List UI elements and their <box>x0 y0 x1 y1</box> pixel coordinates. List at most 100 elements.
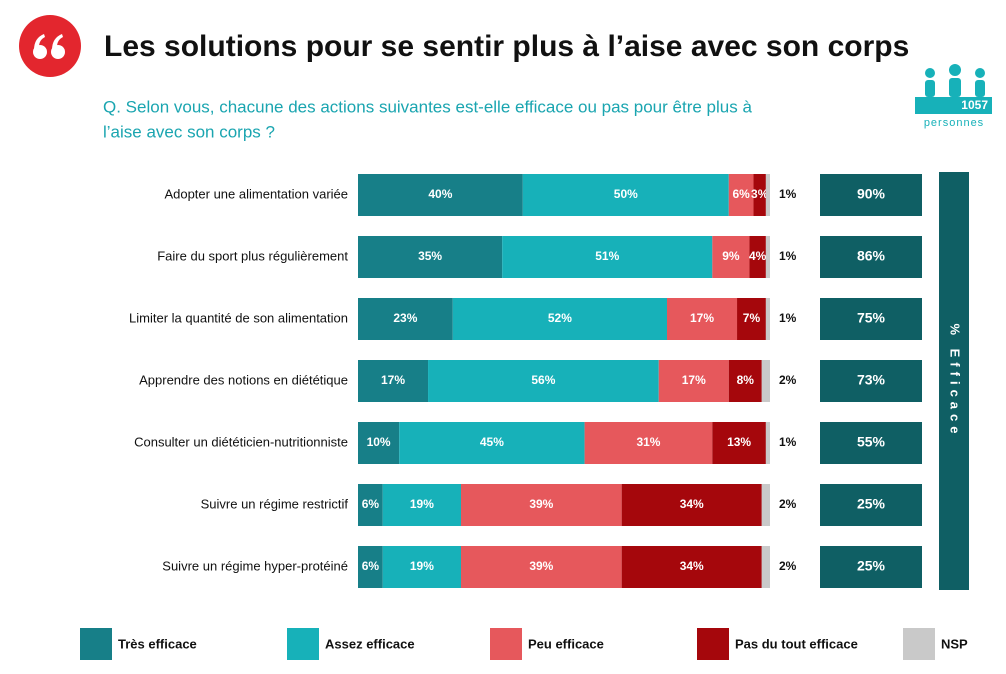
bar-segment <box>712 422 766 464</box>
value-label: 34% <box>680 497 704 511</box>
sample-label: personnes <box>924 117 984 129</box>
bar-segment <box>765 422 770 464</box>
bar-segment <box>765 236 770 278</box>
total-box <box>820 174 922 216</box>
value-label: 50% <box>614 187 638 201</box>
value-label: 8% <box>737 373 755 387</box>
bar-segment <box>428 360 659 402</box>
value-label: 23% <box>393 311 417 325</box>
legend-swatch <box>697 628 729 660</box>
bar-segment <box>502 236 713 278</box>
value-label: 6% <box>732 187 750 201</box>
value-label: 39% <box>529 559 553 573</box>
value-label: 7% <box>743 311 761 325</box>
value-label: 40% <box>428 187 452 201</box>
value-label: 1% <box>779 311 797 325</box>
total-label: 25% <box>857 558 886 574</box>
total-band-label: % Efficace <box>948 323 963 438</box>
value-label: 17% <box>690 311 714 325</box>
people-icon <box>915 64 992 114</box>
value-label: 34% <box>680 559 704 573</box>
bar-segment <box>765 174 770 216</box>
legend-label: Pas du tout efficace <box>735 636 858 651</box>
total-box <box>820 236 922 278</box>
bar-segment <box>621 546 762 588</box>
value-label: 9% <box>722 249 740 263</box>
bar-segment <box>621 484 762 526</box>
bar-segment <box>761 484 770 526</box>
legend-label: Peu efficace <box>528 636 604 651</box>
bar-segment <box>753 174 766 216</box>
category-label: Faire du sport plus régulièrement <box>157 248 348 263</box>
total-label: 25% <box>857 496 886 512</box>
category-label: Suivre un régime hyper-protéiné <box>162 558 348 573</box>
total-box <box>820 298 922 340</box>
bar-segment <box>667 298 738 340</box>
value-label: 17% <box>381 373 405 387</box>
value-label: 45% <box>480 435 504 449</box>
subtitle: l’aise avec son corps ? <box>103 122 275 141</box>
value-label: 3% <box>751 187 769 201</box>
legend-label: Assez efficace <box>325 636 415 651</box>
total-label: 90% <box>857 186 886 202</box>
total-label: 86% <box>857 248 886 264</box>
bar-segment <box>765 298 770 340</box>
category-label: Consulter un diététicien-nutritionniste <box>134 434 348 449</box>
legend-swatch <box>490 628 522 660</box>
value-label: 31% <box>636 435 660 449</box>
category-label: Suivre un régime restrictif <box>201 496 349 511</box>
value-label: 1% <box>779 249 797 263</box>
legend-swatch <box>287 628 319 660</box>
total-box <box>820 484 922 526</box>
value-label: 56% <box>531 373 555 387</box>
bar-segment <box>358 360 429 402</box>
value-label: 19% <box>410 559 434 573</box>
bar-segment <box>737 298 766 340</box>
bar-segment <box>749 236 766 278</box>
total-box <box>820 422 922 464</box>
bar-segment <box>712 236 750 278</box>
legend-swatch <box>903 628 935 660</box>
category-label: Apprendre des notions en diététique <box>139 372 348 387</box>
sample-size: 1057 <box>961 98 988 112</box>
value-label: 35% <box>418 249 442 263</box>
total-box <box>820 360 922 402</box>
bar-segment <box>399 422 585 464</box>
legend-label: NSP <box>941 636 968 651</box>
chart-title: Les solutions pour se sentir plus à l’ai… <box>104 30 909 63</box>
value-label: 51% <box>595 249 619 263</box>
total-label: 75% <box>857 310 886 326</box>
legend-label: Très efficace <box>118 636 197 651</box>
bar-segment <box>358 298 453 340</box>
value-label: 1% <box>779 187 797 201</box>
bar-segment <box>382 484 461 526</box>
bar-segment <box>358 484 383 526</box>
value-label: 17% <box>682 373 706 387</box>
value-label: 13% <box>727 435 751 449</box>
total-box <box>820 546 922 588</box>
bar-segment <box>358 546 383 588</box>
bar-segment <box>761 546 770 588</box>
quote-glyph <box>33 34 65 59</box>
bar-segment <box>658 360 729 402</box>
value-label: 2% <box>779 373 797 387</box>
bar-segment <box>522 174 729 216</box>
bar-segment <box>461 546 622 588</box>
value-label: 4% <box>749 249 767 263</box>
quote-icon <box>19 15 81 77</box>
subtitle: Q. Selon vous, chacune des actions suiva… <box>103 97 752 116</box>
total-label: 73% <box>857 372 886 388</box>
value-label: 1% <box>779 435 797 449</box>
legend-swatch <box>80 628 112 660</box>
bar-segment <box>358 422 400 464</box>
bar-segment <box>584 422 713 464</box>
category-label: Limiter la quantité de son alimentation <box>129 310 348 325</box>
bar-segment <box>358 174 523 216</box>
value-label: 39% <box>529 497 553 511</box>
category-label: Adopter une alimentation variée <box>164 186 348 201</box>
value-label: 19% <box>410 497 434 511</box>
bar-segment <box>728 360 762 402</box>
bar-segment <box>358 236 503 278</box>
value-label: 10% <box>367 435 391 449</box>
